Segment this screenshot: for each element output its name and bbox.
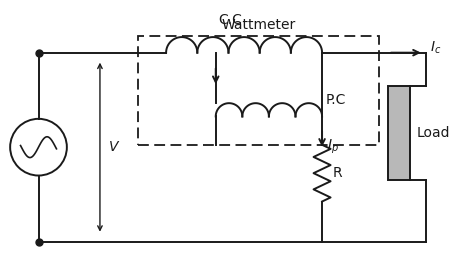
Text: Load: Load (417, 126, 450, 140)
Text: P.C: P.C (326, 93, 346, 107)
Text: $I_p$: $I_p$ (327, 138, 338, 156)
Bar (138, 36, 379, 145)
Text: R: R (332, 166, 342, 180)
Text: $I_c$: $I_c$ (430, 40, 441, 56)
Text: Wattmeter: Wattmeter (221, 18, 295, 32)
Bar (388, 86, 410, 180)
Text: V: V (109, 140, 118, 154)
Text: C.C: C.C (218, 13, 242, 27)
